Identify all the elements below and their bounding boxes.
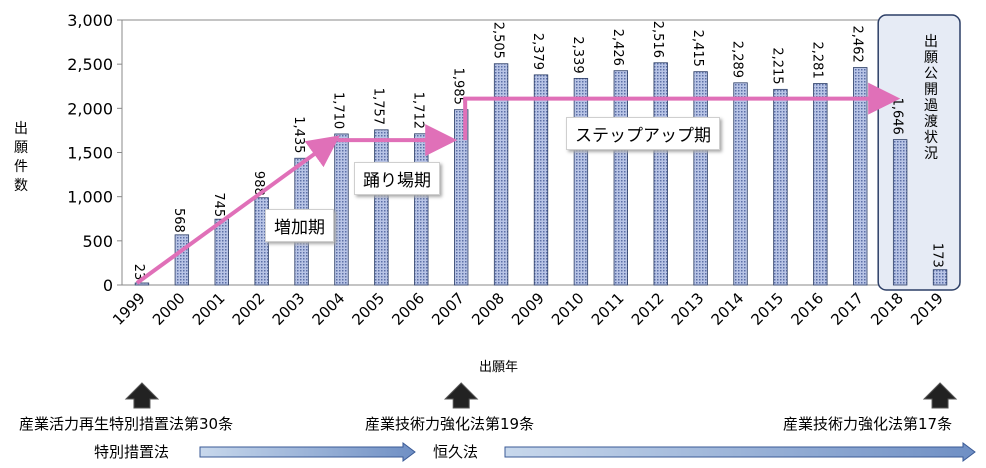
data-label-2001: 745 <box>211 192 226 217</box>
y-tick-label: 1,500 <box>67 144 113 163</box>
data-label-2017: 2,462 <box>849 26 864 63</box>
bar-2015 <box>773 88 788 286</box>
y-tick-label: 0 <box>103 276 113 295</box>
x-tick-label-2010: 2010 <box>548 289 588 329</box>
law-label-3: 産業技術力強化法第17条 <box>783 415 953 433</box>
bar-2012 <box>653 62 668 286</box>
data-label-2000: 568 <box>171 208 186 233</box>
bar-1999 <box>134 282 150 286</box>
x-tick-label-2013: 2013 <box>668 289 708 329</box>
phase-label-plateau: 踊り場期 <box>354 162 440 195</box>
bar-2016 <box>813 83 828 286</box>
bar-2014 <box>733 82 748 286</box>
data-label-2010: 2,339 <box>570 36 585 73</box>
bar-2011 <box>613 70 628 286</box>
law-arrow-1999-icon <box>124 382 160 409</box>
bar-2007 <box>454 109 469 286</box>
status-label-special: 特別措置法 <box>94 443 170 461</box>
bar-2009 <box>533 74 549 286</box>
x-tick-label-2006: 2006 <box>388 289 428 329</box>
bar-2018 <box>892 139 908 286</box>
law-label-1: 産業活力再生特別措置法第30条 <box>19 415 234 433</box>
y-tick-label: 3,000 <box>67 11 113 30</box>
data-label-2004: 1,710 <box>331 92 346 129</box>
x-tick-label-2015: 2015 <box>748 289 788 329</box>
x-tick-label-2004: 2004 <box>309 289 349 329</box>
law-arrow-2019-icon <box>922 382 958 409</box>
x-tick-label-2011: 2011 <box>588 289 628 329</box>
bar-2013 <box>693 71 708 286</box>
data-label-2007: 1,985 <box>450 68 465 105</box>
x-tick-label-2003: 2003 <box>269 289 309 329</box>
data-label-2014: 2,289 <box>730 41 745 78</box>
data-label-1999: 23 <box>131 264 146 281</box>
x-tick-label-2018: 2018 <box>867 289 907 329</box>
bar-2010 <box>573 77 589 286</box>
permanent-law-period-arrow <box>504 442 976 462</box>
law-arrow-2007-icon <box>443 382 479 409</box>
bar-2017 <box>853 67 868 286</box>
y-tick-label: 1,000 <box>67 188 113 207</box>
data-label-2012: 2,516 <box>650 21 665 58</box>
x-tick-label-2008: 2008 <box>468 289 508 329</box>
provisional-note: 出願公開過渡状況 <box>924 34 938 162</box>
phase-arrow-step-up <box>463 82 901 141</box>
provisional-box <box>877 14 961 291</box>
bar-2005 <box>374 129 389 286</box>
phase-label-increase: 増加期 <box>265 209 334 242</box>
status-label-permanent: 恒久法 <box>433 443 479 461</box>
data-label-2008: 2,505 <box>490 22 505 59</box>
data-label-2015: 2,215 <box>770 47 785 84</box>
y-axis-label: 出願件数 <box>14 121 28 194</box>
x-tick-label-2000: 2000 <box>149 289 189 329</box>
y-tick-label: 500 <box>82 232 113 251</box>
data-label-2018: 1,646 <box>889 98 904 135</box>
data-label-2013: 2,415 <box>690 30 705 67</box>
data-label-2006: 1,712 <box>411 92 426 129</box>
x-tick-label-2012: 2012 <box>628 289 668 329</box>
bar-2008 <box>493 63 509 286</box>
x-tick-label-2002: 2002 <box>229 289 269 329</box>
data-label-2003: 1,435 <box>291 116 306 153</box>
data-label-2016: 2,281 <box>810 42 825 79</box>
bar-2001 <box>214 218 229 286</box>
x-tick-label-2001: 2001 <box>189 289 229 329</box>
phase-label-step-up: ステップアップ期 <box>566 117 720 150</box>
x-axis-label: 出願年 <box>479 360 519 375</box>
x-tick-label-2007: 2007 <box>428 289 468 329</box>
data-label-2011: 2,426 <box>610 29 625 66</box>
x-tick-label-2009: 2009 <box>508 289 548 329</box>
bar-2004 <box>334 133 349 286</box>
data-label-2005: 1,757 <box>371 88 386 125</box>
phase-arrow-increase <box>135 135 340 285</box>
bar-2019 <box>932 269 948 286</box>
x-tick-label-2014: 2014 <box>708 289 748 329</box>
x-tick-label-2016: 2016 <box>787 289 827 329</box>
law-label-2: 産業技術力強化法第19条 <box>365 415 535 433</box>
x-tick-label-2017: 2017 <box>827 289 867 329</box>
bar-2006 <box>414 133 429 286</box>
x-tick-label-1999: 1999 <box>109 289 149 329</box>
y-tick-label: 2,000 <box>67 99 113 118</box>
x-tick-label-2019: 2019 <box>907 289 947 329</box>
special-law-period-arrow <box>199 442 416 462</box>
data-label-2009: 2,379 <box>530 33 545 70</box>
x-tick-label-2005: 2005 <box>348 289 388 329</box>
data-label-2019: 173 <box>929 243 944 268</box>
y-tick-label: 2,500 <box>67 55 113 74</box>
bar-2000 <box>174 234 190 286</box>
